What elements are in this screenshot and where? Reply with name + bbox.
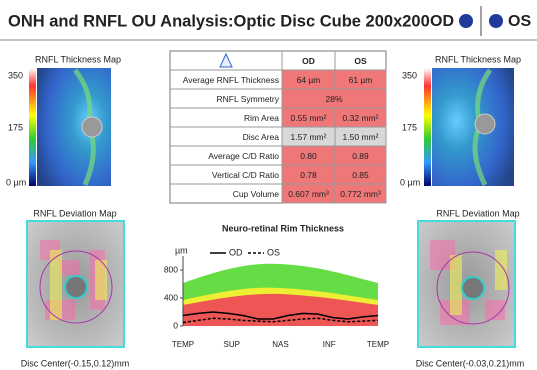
- x-tick-label: TEMP: [172, 340, 194, 349]
- y-tick-label: 800: [164, 264, 178, 274]
- cell-value: 1.57 mm²: [291, 132, 327, 142]
- scale-label: 350: [8, 70, 23, 80]
- scale-label: 0 µm: [400, 177, 420, 187]
- row-label: Cup Volume: [233, 189, 280, 199]
- scale-label: 175: [8, 122, 23, 132]
- y-tick-label: 0: [173, 320, 178, 330]
- disc-center: Disc Center(-0.03,0.21)mm: [416, 358, 525, 368]
- column-header: OD: [302, 56, 315, 66]
- chart-title: Neuro-retinal Rim Thickness: [222, 223, 344, 233]
- cell-value: 0.78: [300, 170, 317, 180]
- cell-value: 0.85: [352, 170, 369, 180]
- map-title: RNFL Thickness Map: [35, 54, 121, 64]
- disc-outline: [462, 277, 484, 299]
- row-label: Vertical C/D Ratio: [212, 170, 279, 180]
- cell-value: 0.607 mm³: [288, 189, 329, 199]
- column-header: OS: [354, 56, 367, 66]
- y-tick-label: 400: [164, 292, 178, 302]
- cell-value: 0.80: [300, 151, 317, 161]
- cell-value: 28%: [325, 94, 342, 104]
- optic-disc: [82, 117, 102, 137]
- od-label: OD: [430, 13, 454, 30]
- rim-chart: 0 400 800 TEMP SUP NAS INF TEMP OD OS: [164, 247, 389, 349]
- row-label: RNFL Symmetry: [217, 94, 280, 104]
- cell-value: 61 µm: [349, 75, 373, 85]
- legend-label: OD: [229, 247, 243, 257]
- scale-label: 350: [402, 70, 417, 80]
- cell-value: 1.50 mm²: [343, 132, 379, 142]
- table: OD OS 64 µm 61 µm Average RNFL Thickness 28% R…: [170, 51, 386, 203]
- map-title: RNFL Thickness Map: [435, 54, 521, 64]
- y-axis-label: µm: [175, 245, 188, 255]
- os-dot: [489, 14, 503, 28]
- legend-label: OS: [267, 247, 280, 257]
- thickness-map: [432, 68, 514, 186]
- row-label: Rim Area: [244, 113, 279, 123]
- report: ONH and RNFL OU Analysis:Optic Disc Cube…: [0, 0, 537, 370]
- scale-label: 0 µm: [6, 177, 26, 187]
- x-tick-label: INF: [323, 340, 336, 349]
- cell-value: 0.55 mm²: [291, 113, 327, 123]
- disc-outline: [65, 276, 87, 298]
- disc-center: Disc Center(-0.15,0.12)mm: [21, 358, 130, 368]
- os-label: OS: [508, 13, 531, 30]
- x-tick-label: TEMP: [367, 340, 389, 349]
- cell-value: 0.89: [352, 151, 369, 161]
- cell-value: 64 µm: [297, 75, 321, 85]
- optic-disc: [475, 114, 495, 134]
- row-label: Average RNFL Thickness: [183, 75, 279, 85]
- title: ONH and RNFL OU Analysis:Optic Disc Cube…: [8, 12, 430, 30]
- color-bar: [424, 68, 431, 186]
- od-dot: [459, 14, 473, 28]
- cell-value: 0.32 mm²: [343, 113, 379, 123]
- deviation-title: RNFL Deviation Map: [436, 208, 519, 218]
- x-tick-label: SUP: [224, 340, 240, 349]
- cell-value: 0.772 mm³: [340, 189, 381, 199]
- color-bar: [29, 68, 36, 186]
- deviation-title: RNFL Deviation Map: [33, 208, 116, 218]
- row-label: Disc Area: [243, 132, 280, 142]
- scale-label: 175: [402, 122, 417, 132]
- x-tick-label: NAS: [272, 340, 288, 349]
- row-label: Average C/D Ratio: [208, 151, 279, 161]
